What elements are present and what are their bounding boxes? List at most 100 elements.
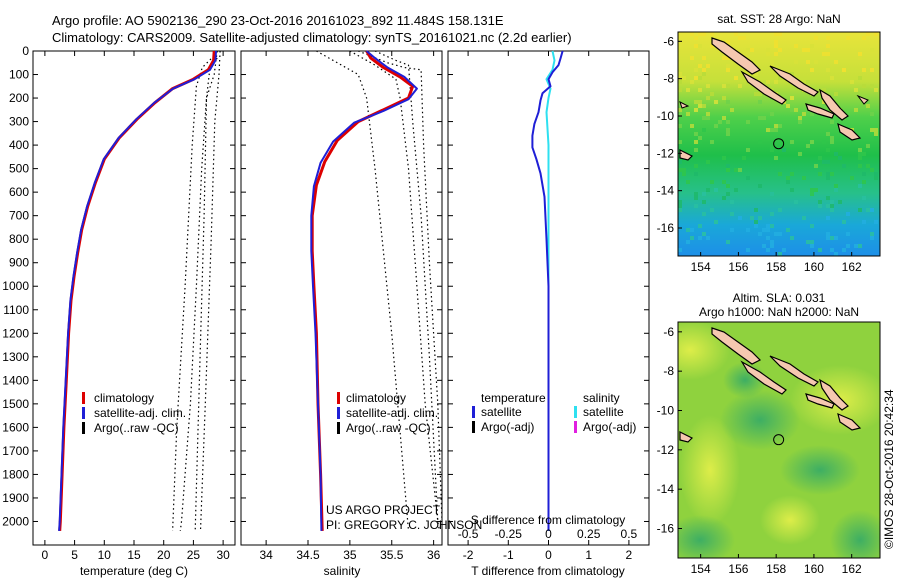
sst-longitude-axis: 154 156 158 160 162 — [691, 252, 862, 274]
x-tick-label: 0 — [42, 548, 49, 562]
sst-pixel — [862, 180, 866, 184]
s-tick-label: -0.5 — [458, 527, 479, 541]
sst-pixel — [842, 68, 846, 72]
project-annotation-line-1: US ARGO PROJECT — [326, 503, 441, 517]
sst-pixel — [774, 44, 778, 48]
sst-pixel — [678, 168, 682, 172]
sst-pixel — [786, 228, 790, 232]
argo-location-marker — [773, 138, 785, 150]
sst-pixel — [690, 236, 694, 240]
sst-pixel — [850, 176, 854, 180]
sst-pixel — [778, 76, 782, 80]
legend-label-argo: Argo(..raw -QC) — [346, 421, 431, 435]
sst-pixel — [874, 128, 878, 132]
imos-timestamp: ©IMOS 28-Oct-2016 20:42:34 — [882, 389, 896, 549]
sst-pixel — [806, 144, 810, 148]
sst-pixel — [758, 184, 762, 188]
sst-pixel — [738, 216, 742, 220]
sst-pixel — [826, 236, 830, 240]
x-tick-label: 2 — [626, 548, 633, 562]
sst-pixel — [750, 48, 754, 52]
sst-pixel — [830, 120, 834, 124]
s-difference-axis: -0.5 -0.25 0 0.25 0.5 — [458, 527, 638, 541]
sst-pixel — [714, 220, 718, 224]
series-line-climatology — [58, 50, 216, 531]
sst-pixel — [770, 148, 774, 152]
sst-pixel — [694, 100, 698, 104]
lon-tick-label: 154 — [691, 562, 711, 576]
sst-pixel — [858, 164, 862, 168]
sst-pixel — [834, 92, 838, 96]
sst-pixel — [770, 224, 774, 228]
sst-pixel — [826, 132, 830, 136]
sst-pixel — [870, 128, 874, 132]
sst-pixel — [766, 248, 770, 252]
sst-pixel — [826, 36, 830, 40]
sst-pixel — [830, 200, 834, 204]
sst-pixel — [754, 224, 758, 228]
x-tick-label: 34 — [259, 548, 273, 562]
sst-pixel — [694, 204, 698, 208]
sst-pixel — [858, 56, 862, 60]
sst-pixel — [862, 84, 866, 88]
sla-longitude-axis: 154 156 158 160 162 — [691, 554, 862, 576]
sst-pixel — [834, 184, 838, 188]
sst-pixel — [866, 104, 870, 108]
sst-pixel — [742, 156, 746, 160]
y-tick-label: 500 — [9, 162, 29, 176]
sst-pixel — [830, 140, 834, 144]
sst-pixel — [698, 236, 702, 240]
difference-series — [531, 50, 564, 531]
sst-pixel — [826, 148, 830, 152]
sst-pixel — [698, 224, 702, 228]
sst-pixel — [778, 48, 782, 52]
y-tick-label: 400 — [9, 138, 29, 152]
sst-pixel — [822, 104, 826, 108]
sst-pixel — [830, 172, 834, 176]
sst-pixel — [830, 204, 834, 208]
sst-pixel — [754, 220, 758, 224]
legend-swatch-argo — [82, 422, 85, 434]
sst-pixel — [794, 200, 798, 204]
s-difference-label: S difference from climatology — [471, 513, 626, 527]
legend-swatch-s-argo — [574, 421, 577, 433]
s-tick-label: 0.25 — [577, 527, 601, 541]
sst-pixel — [698, 104, 702, 108]
sst-pixel — [838, 200, 842, 204]
sst-pixel — [766, 48, 770, 52]
sst-pixel — [722, 156, 726, 160]
sst-pixel — [702, 68, 706, 72]
sst-pixel — [822, 52, 826, 56]
sla-latitude-axis: -6 -8 -10 -12 -14 -16 — [657, 325, 682, 536]
sst-pixel — [726, 164, 730, 168]
difference-legend: temperature salinity satellite Argo(-adj… — [472, 391, 636, 434]
sst-pixel — [678, 108, 682, 112]
y-tick-label: 1000 — [2, 279, 29, 293]
sst-pixel — [742, 52, 746, 56]
legend-label-t-argo: Argo(-adj) — [481, 420, 534, 434]
sst-pixel — [678, 72, 682, 76]
sst-pixel — [826, 160, 830, 164]
legend-swatch-s-satellite — [574, 406, 577, 418]
legend-swatch-argo — [337, 422, 340, 434]
series-line-climatology-bound — [357, 50, 443, 522]
sst-pixel — [842, 220, 846, 224]
sst-pixel — [726, 120, 730, 124]
sst-pixel — [730, 200, 734, 204]
sst-pixel — [726, 64, 730, 68]
sst-pixel — [686, 228, 690, 232]
sst-pixel — [810, 224, 814, 228]
sst-pixel — [706, 112, 710, 116]
series-line-climatology — [310, 50, 415, 531]
sst-pixel — [858, 76, 862, 80]
sst-pixel — [838, 156, 842, 160]
y-tick-label: 2000 — [2, 514, 29, 528]
sst-pixel — [814, 164, 818, 168]
sst-pixel — [862, 68, 866, 72]
lat-tick-label: -8 — [663, 72, 674, 86]
sst-pixel — [698, 44, 702, 48]
sst-pixel — [702, 104, 706, 108]
sst-pixel — [874, 220, 878, 224]
sst-pixel — [810, 112, 814, 116]
s-tick-label: 0 — [545, 527, 552, 541]
